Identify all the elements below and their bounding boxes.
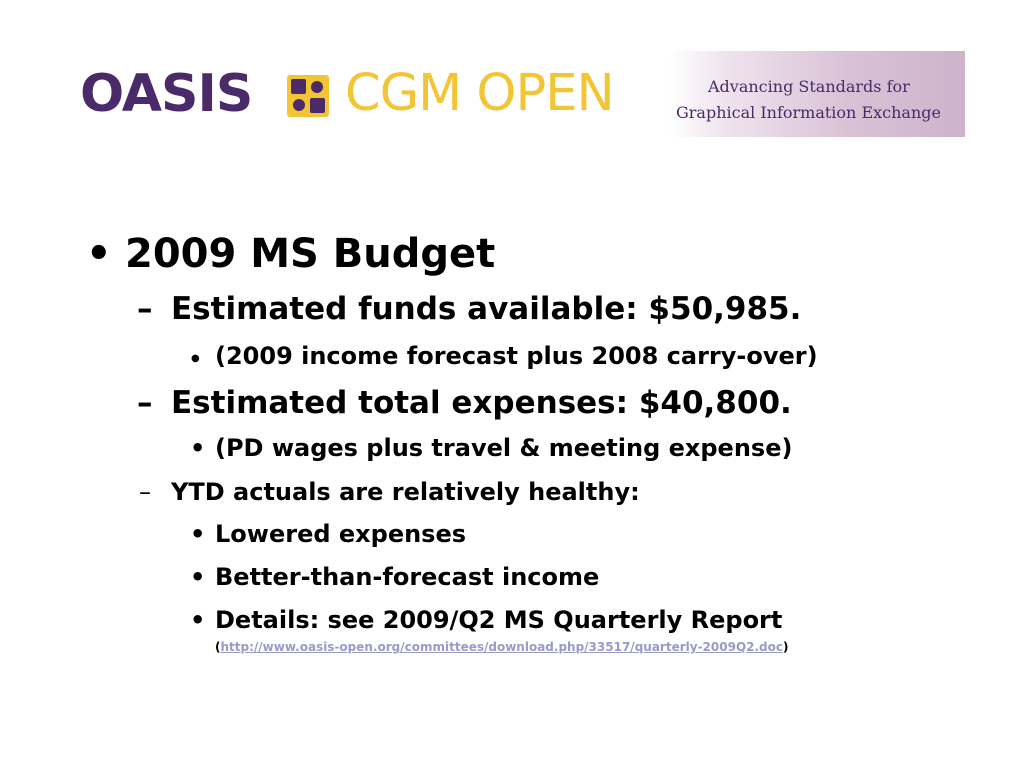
header-banner: OASIS CGM OPEN Advancing Standards for G… [80,51,965,137]
bullet-lowered-expenses: Lowered expenses [215,520,467,548]
bullet-ytd-actuals: YTD actuals are relatively healthy: [171,478,640,506]
bullet-marker: • [190,520,206,548]
bullet-marker: • [190,606,206,634]
cgm-open-logo-text: CGM OPEN [345,64,615,123]
bullet-marker: • [190,563,206,591]
bullet-marker: • [190,434,206,462]
small-dot-marker: ● [191,353,200,364]
link-close-paren: ) [783,640,789,654]
oasis-logo-text: OASIS [80,64,253,124]
tagline-line-2: Graphical Information Exchange [676,103,941,122]
bullet-pd-wages: (PD wages plus travel & meeting expense) [215,434,793,462]
dash-marker: – [137,291,153,327]
dash-marker: – [137,385,153,421]
dash-marker: – [139,478,151,506]
heading-budget: 2009 MS Budget [125,231,496,277]
quarterly-report-link[interactable]: http://www.oasis-open.org/committees/dow… [220,640,784,654]
tagline-box: Advancing Standards for Graphical Inform… [670,51,965,137]
oasis-logo-mark-icon [287,75,329,117]
bullet-expenses: Estimated total expenses: $40,800. [171,385,792,421]
bullet-funds: Estimated funds available: $50,985. [171,291,802,327]
bullet-marker: • [86,231,112,277]
link-open-paren: ( [215,640,221,654]
bullet-income-forecast: (2009 income forecast plus 2008 carry-ov… [215,342,818,370]
bullet-better-income: Better-than-forecast income [215,563,600,591]
bullet-details: Details: see 2009/Q2 MS Quarterly Report [215,606,783,634]
tagline-line-1: Advancing Standards for [708,77,910,96]
report-link-line: (http://www.oasis-open.org/committees/do… [215,640,789,654]
